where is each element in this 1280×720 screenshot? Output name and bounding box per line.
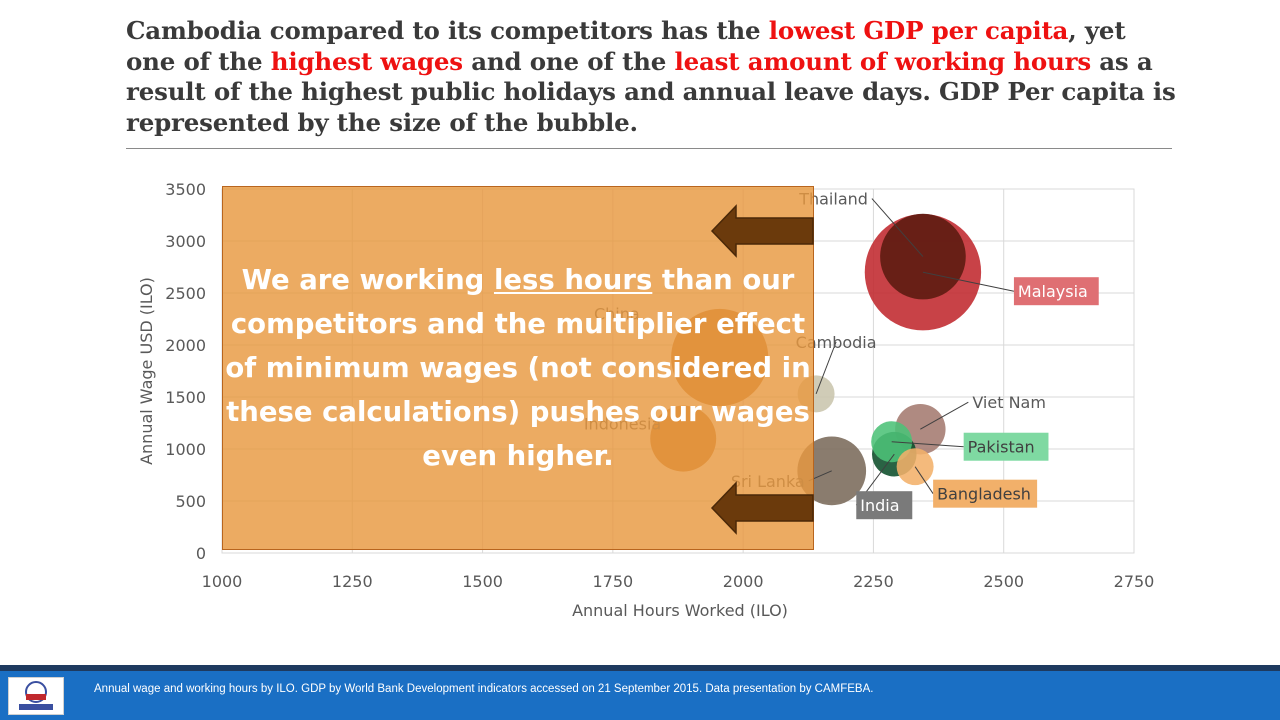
title-text: Cambodia compared to its competitors has… [126,16,769,45]
y-tick-label: 1000 [165,440,206,459]
label-box-bangladesh [933,479,1038,508]
title-highlight: lowest GDP per capita [768,16,1069,45]
x-tick-label: 2250 [853,572,894,591]
leader-cambodia [815,341,837,395]
callout-text: We are working less hours than our compe… [222,258,814,478]
camfeba-logo [8,677,64,715]
bubble-labels: MalaysiaThailandChinaIndonesiaCambodiaVi… [584,190,1099,520]
x-tick-label: 1000 [202,572,243,591]
bubble-label-cambodia: Cambodia [796,333,877,352]
title-highlight: least amount of working hours [674,46,1092,76]
slide-title: Cambodia compared to its competitors has… [126,16,1176,138]
title-divider [126,148,1172,149]
title-text: and one of the [462,46,675,76]
bubble-label-pakistan: Pakistan [968,438,1035,457]
y-tick-label: 2500 [165,284,206,303]
footer-source-text: Annual wage and working hours by ILO. GD… [94,683,874,695]
bubble-label-viet-nam: Viet Nam [972,393,1046,412]
x-axis-label: Annual Hours Worked (ILO) [572,601,788,620]
x-tick-label: 2500 [983,572,1024,591]
bubble-label-india: India [860,496,899,515]
x-tick-label: 1250 [332,572,373,591]
label-box-malaysia [1013,277,1099,306]
label-box-india [856,491,913,520]
footer-accent [0,665,1280,671]
callout-text-part: We are working [241,264,494,296]
leader-viet-nam [920,401,969,430]
y-tick-label: 500 [175,492,206,511]
leader-bangladesh [914,466,934,494]
title-text: as a result of the highest public holida… [126,46,1176,137]
y-tick-label: 2000 [165,336,206,355]
callout-text-part: than our competitors and the multiplier … [225,264,811,472]
axis-ticks: 1000 1250 1500 1750 2000 2250 2500 2750 0 500 1000… [165,180,1154,591]
y-tick-label: 3500 [165,180,206,199]
y-tick-label: 3000 [165,232,206,251]
y-tick-label: 0 [196,544,206,563]
y-tick-label: 1500 [165,388,206,407]
x-tick-label: 2750 [1114,572,1155,591]
leader-thailand [871,198,924,257]
x-tick-label: 1500 [462,572,503,591]
x-tick-label: 2000 [723,572,764,591]
x-tick-label: 1750 [592,572,633,591]
bubble-label-malaysia: Malaysia [1018,282,1088,301]
leader-pakistan [891,441,964,448]
footer-bar [0,671,1280,720]
title-text: , yet one of the [126,16,1126,76]
title-highlight: highest wages [270,46,463,76]
callout-underlined: less hours [493,264,653,296]
label-box-pakistan [963,432,1049,461]
leader-malaysia [922,271,1015,292]
bubble-label-bangladesh: Bangladesh [937,485,1031,504]
bubble-label-thailand: Thailand [798,190,868,209]
y-axis-label: Annual Wage USD (ILO) [137,277,156,465]
